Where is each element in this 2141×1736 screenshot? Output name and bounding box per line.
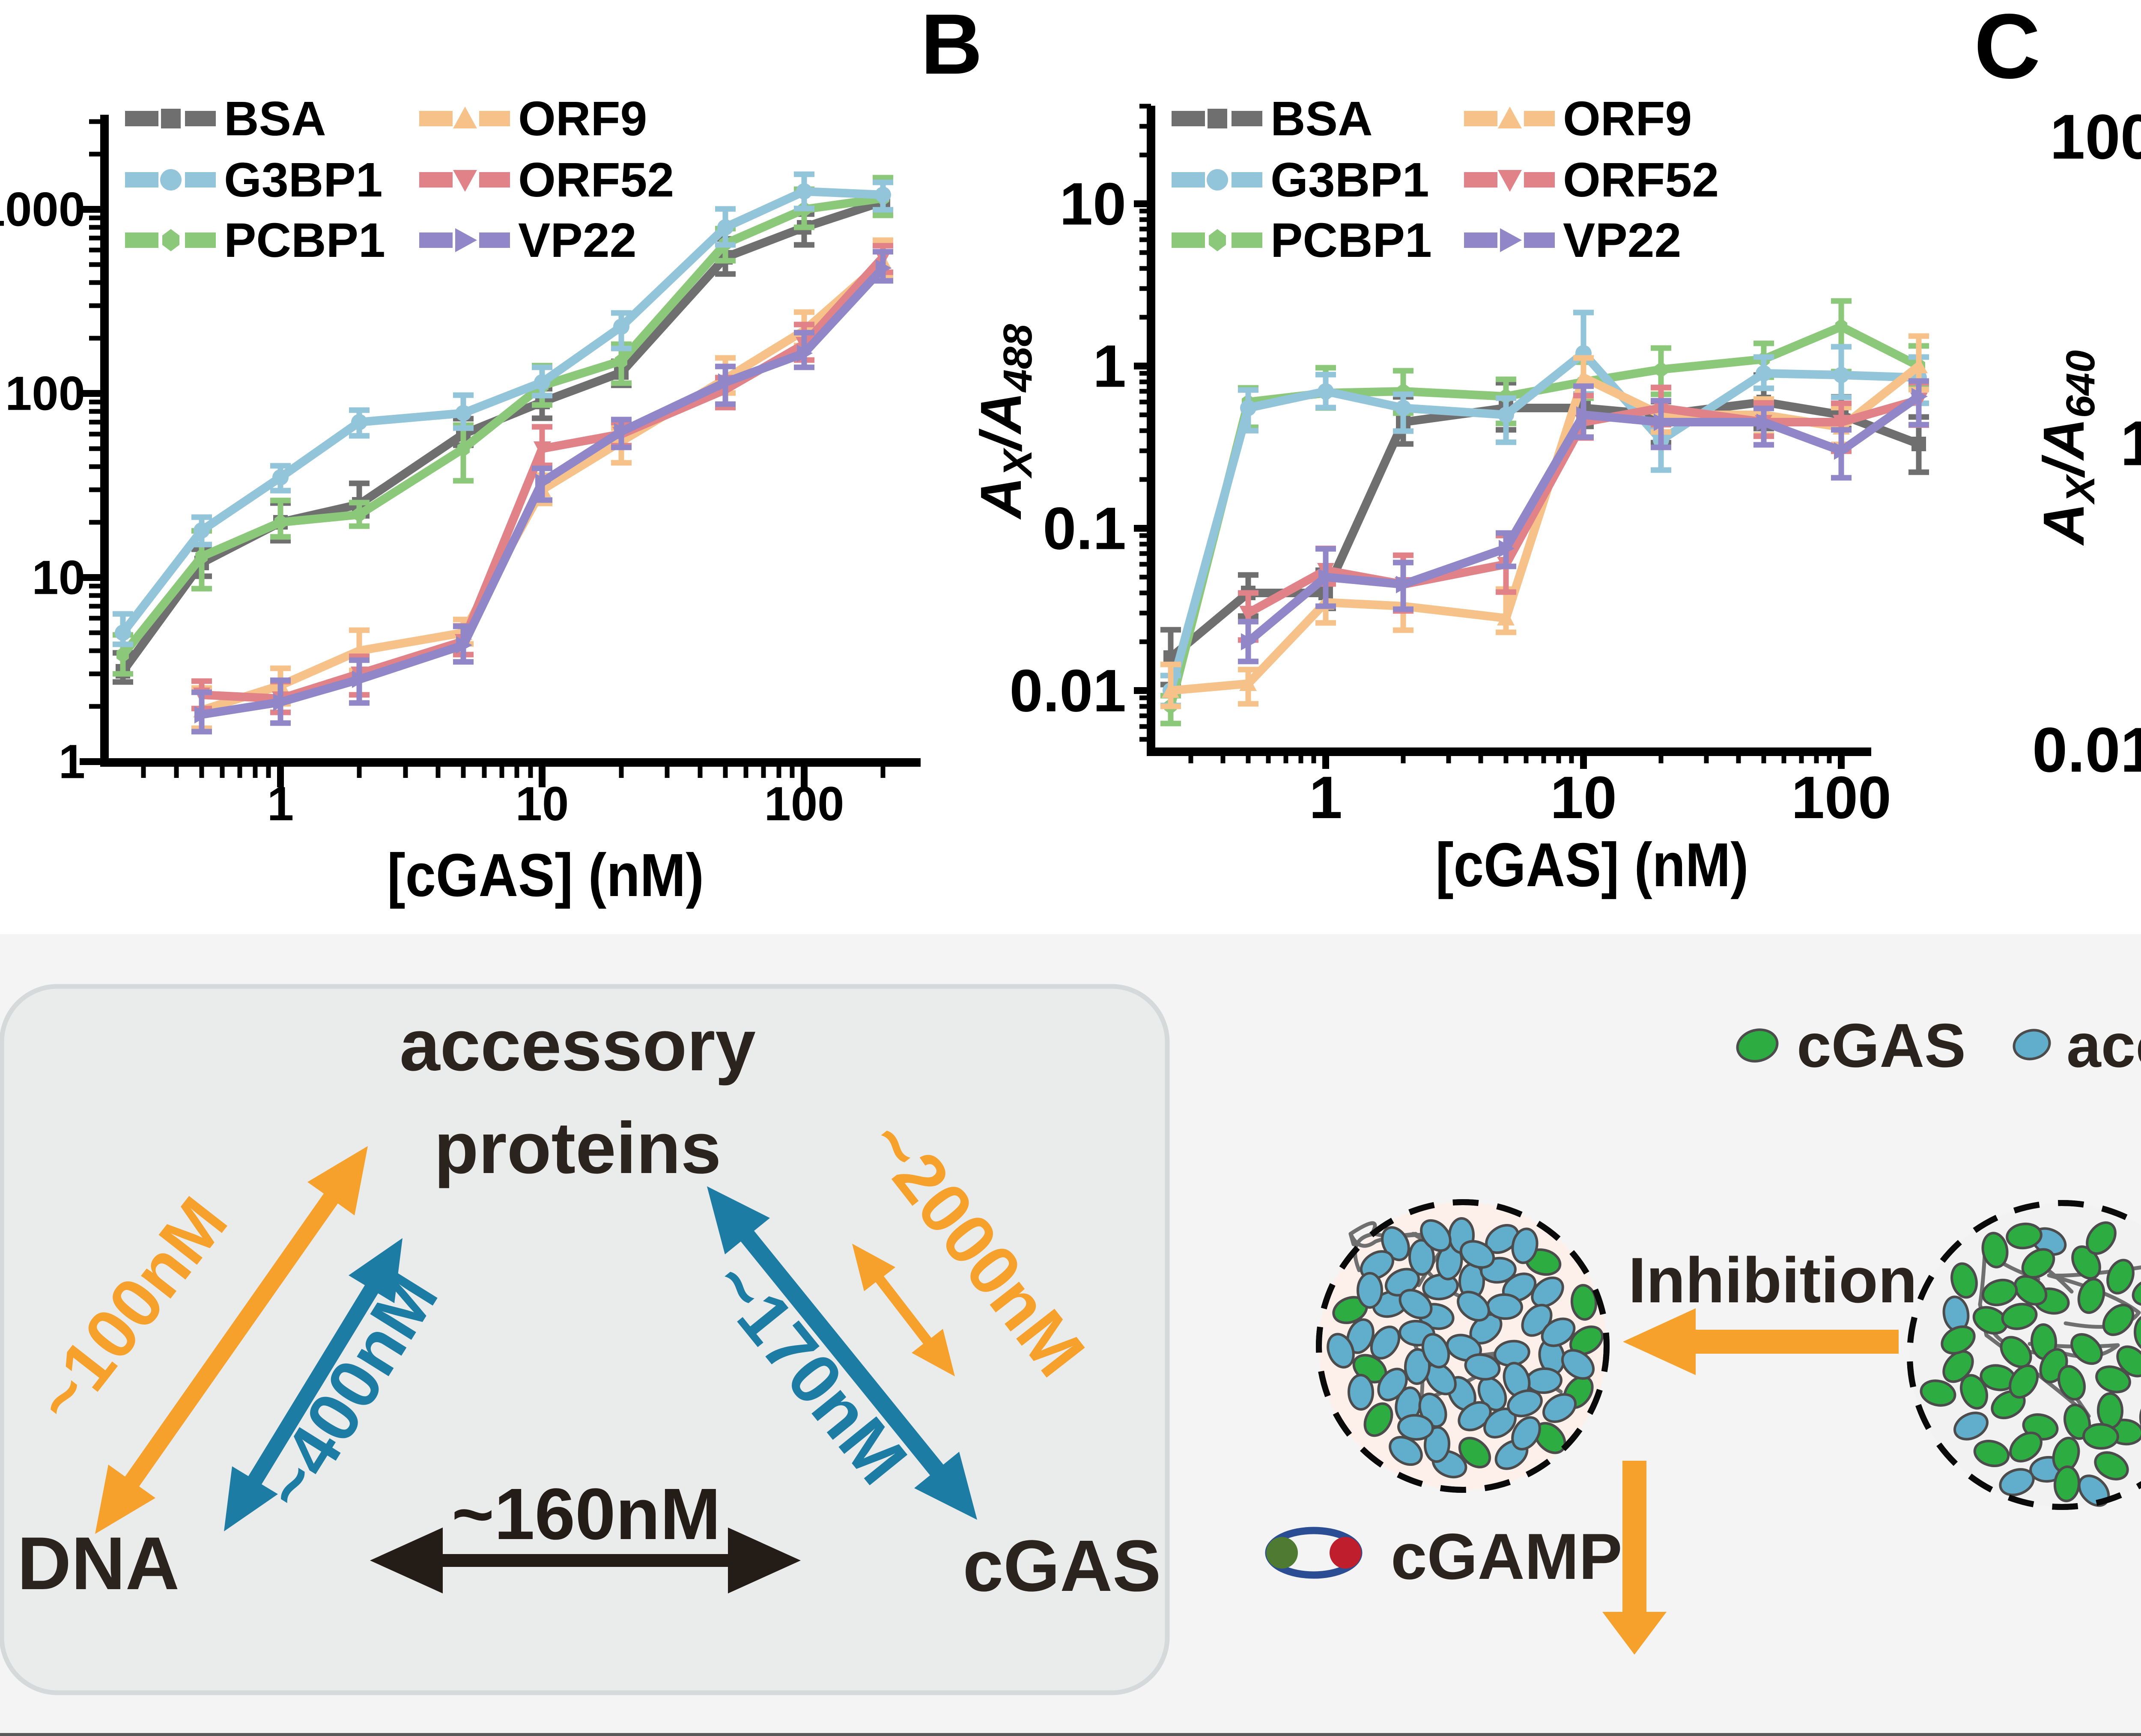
svg-text:accessory proteins: accessory proteins (2066, 1011, 2141, 1080)
svg-text:VP22: VP22 (1563, 213, 1681, 267)
svg-text:1: 1 (2120, 408, 2141, 479)
svg-text:10: 10 (32, 551, 85, 604)
svg-text:PCBP1: PCBP1 (224, 213, 385, 267)
svg-text:100: 100 (5, 367, 85, 420)
svg-text:0.1: 0.1 (1043, 495, 1126, 562)
svg-text:G3BP1: G3BP1 (224, 153, 383, 207)
svg-text:ORF9: ORF9 (518, 92, 647, 146)
svg-text:ORF52: ORF52 (1563, 153, 1719, 207)
svg-text:ORF9: ORF9 (1563, 92, 1692, 146)
svg-text:VP22: VP22 (518, 213, 636, 267)
svg-text:[cGAS] (nM): [cGAS] (nM) (1436, 830, 1749, 899)
svg-text:0.01: 0.01 (1010, 657, 1126, 724)
svg-text:C: C (1974, 0, 2040, 98)
svg-text:AX/A488: AX/A488 (969, 324, 1041, 520)
svg-text:Inhibition: Inhibition (1628, 1244, 1917, 1316)
svg-text:10: 10 (516, 777, 569, 831)
svg-text:[cGAS] (nM): [cGAS] (nM) (387, 841, 704, 909)
svg-text:10: 10 (1059, 170, 1126, 238)
svg-text:~160nM: ~160nM (452, 1474, 721, 1555)
svg-text:BSA: BSA (224, 92, 326, 146)
svg-text:G3BP1: G3BP1 (1270, 153, 1429, 207)
svg-text:B: B (921, 0, 982, 92)
svg-text:1: 1 (267, 777, 294, 831)
svg-text:0.01: 0.01 (2032, 715, 2141, 786)
svg-text:accessory: accessory (400, 1005, 756, 1086)
svg-text:BSA: BSA (1270, 92, 1373, 146)
svg-text:DNA: DNA (17, 1522, 179, 1605)
svg-text:1: 1 (1093, 333, 1126, 400)
svg-text:1: 1 (1309, 764, 1342, 831)
svg-text:10: 10 (1550, 764, 1617, 831)
svg-text:PCBP1: PCBP1 (1270, 213, 1432, 267)
svg-text:cGAS: cGAS (963, 1525, 1161, 1607)
svg-text:cGAS: cGAS (1797, 1011, 1966, 1080)
svg-text:cGAMP: cGAMP (1391, 1520, 1622, 1593)
svg-text:1: 1 (59, 735, 85, 789)
svg-text:100: 100 (764, 777, 844, 831)
svg-text:100: 100 (2050, 102, 2141, 173)
svg-text:proteins: proteins (434, 1108, 722, 1189)
svg-text:100: 100 (1791, 764, 1891, 831)
svg-text:ORF52: ORF52 (518, 153, 674, 207)
